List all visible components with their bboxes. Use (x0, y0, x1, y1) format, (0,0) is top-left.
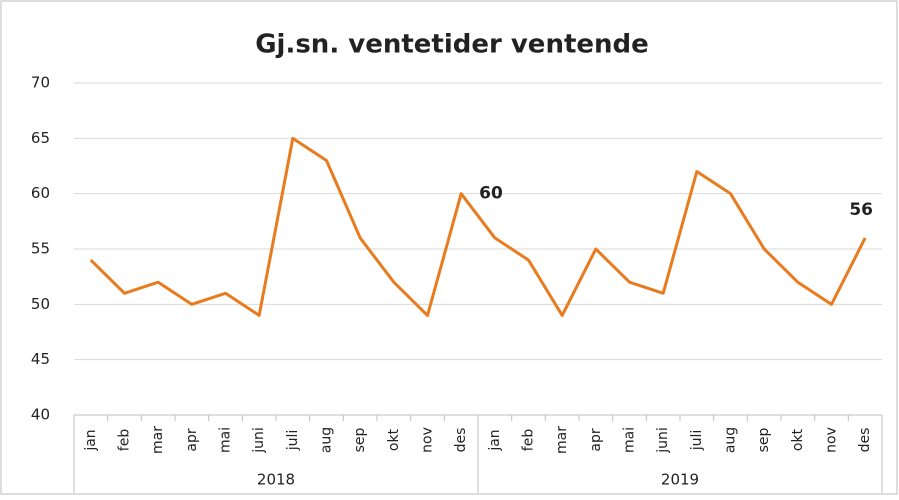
x-tick-label: nov (420, 427, 436, 453)
x-tick-label: des (453, 428, 469, 453)
y-tick-label: 55 (31, 240, 50, 258)
x-tick-label: apr (588, 428, 604, 451)
y-tick-label: 60 (31, 184, 50, 202)
x-tick-label: jan (487, 429, 503, 451)
y-tick-label: 70 (31, 74, 50, 92)
data-label: 56 (849, 200, 873, 220)
x-tick-label: mai (622, 427, 638, 453)
group-label: 2019 (661, 471, 699, 489)
x-tick-label: mai (218, 427, 234, 453)
x-tick-label: aug (723, 427, 739, 453)
y-tick-label: 45 (31, 350, 50, 368)
x-tick-label: juli (285, 430, 301, 452)
x-tick-label: juni (655, 427, 671, 454)
line-series (89, 136, 867, 317)
data-label: 60 (479, 184, 503, 204)
y-tick-label: 65 (31, 129, 50, 147)
y-tick-label: 40 (31, 406, 50, 424)
x-tick-label: jan (83, 429, 99, 451)
x-tick-label: apr (184, 428, 200, 451)
chart-title: Gj.sn. ventetider ventende (255, 30, 649, 60)
x-tick-label: feb (117, 429, 133, 452)
x-tick-label: okt (386, 428, 402, 451)
x-tick-label: nov (824, 427, 840, 453)
x-tick-label: feb (521, 429, 537, 452)
x-tick-label: sep (352, 427, 368, 452)
y-tick-label: 50 (31, 295, 50, 313)
x-tick-label: mar (150, 426, 166, 454)
x-tick-label: juli (689, 430, 705, 452)
x-tick-label: des (857, 428, 873, 453)
x-tick-label: aug (319, 427, 335, 453)
group-label: 2018 (257, 471, 295, 489)
x-tick-label: okt (790, 428, 806, 451)
x-tick-label: sep (756, 427, 772, 452)
x-tick-label: mar (554, 426, 570, 454)
x-tick-label: juni (251, 427, 267, 454)
